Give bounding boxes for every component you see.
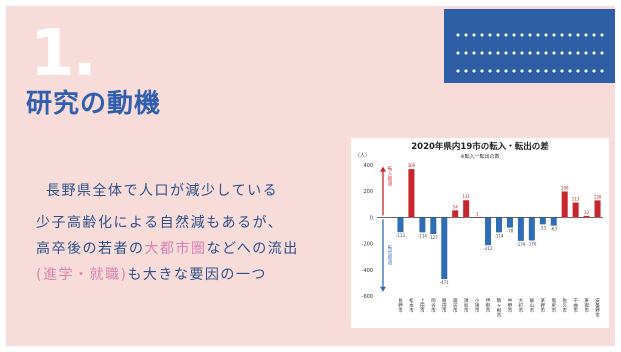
dot-row xyxy=(454,51,606,55)
bar xyxy=(561,191,568,218)
bar xyxy=(506,217,513,228)
bar xyxy=(441,217,448,280)
x-tick-label: 飯山市 xyxy=(530,297,535,314)
highlight-text: 大都市圏 xyxy=(144,241,207,257)
bar xyxy=(583,215,590,218)
bar xyxy=(430,217,437,235)
x-tick-label: 中野市 xyxy=(508,297,513,314)
data-label: 12 xyxy=(584,210,590,215)
bar xyxy=(550,217,557,226)
x-tick-label: 駒ヶ根市 xyxy=(497,297,502,319)
data-label: -113 xyxy=(396,233,406,238)
x-tick-label: 茅野市 xyxy=(541,297,546,314)
bar xyxy=(594,200,601,218)
bar xyxy=(419,217,426,233)
bar xyxy=(528,217,535,241)
negative-label: 転出超過 xyxy=(388,245,393,266)
data-label: 369 xyxy=(408,163,416,168)
y-tick-label: -600 xyxy=(362,294,373,300)
section-number: 1. xyxy=(30,17,97,91)
chart-panel: 2020年県内19市の転入・転出の差 ※転入ー転出の数 （人） 400 200 0 -200… xyxy=(351,138,609,328)
highlight-text: (進学・就職) xyxy=(36,267,128,283)
body-line-2: 少子高齢化による自然減もあるが、 xyxy=(36,215,284,231)
dot-row xyxy=(454,33,606,37)
x-tick-label: 長野市 xyxy=(398,298,403,314)
bar-chart: 2020年県内19市の転入・転出の差※転入ー転出の数 （人） 400 200 0 -200… xyxy=(355,141,603,319)
bar xyxy=(408,169,415,218)
data-label: 130 xyxy=(594,194,602,199)
body-line-4: (進学・就職)も大きな要因の一つ xyxy=(36,266,267,284)
page-title: 研究の動機 xyxy=(26,89,162,119)
body-text: も大きな要因の一つ xyxy=(127,267,267,283)
x-tick-label: 飯田市 xyxy=(442,297,447,314)
x-tick-label: 佐久市 xyxy=(562,297,567,314)
data-label: -63 xyxy=(550,227,557,232)
bar xyxy=(397,217,404,233)
slide: 1. 研究の動機 長野県全体で人口が減少している 少子高齢化による自然減もあるが… xyxy=(6,6,615,346)
bar xyxy=(463,200,470,218)
body-line-1: 長野県全体で人口が減少している xyxy=(46,183,279,199)
dot-row xyxy=(454,69,606,73)
x-tick-label: 須坂市 xyxy=(464,297,469,314)
y-tick-label: 200 xyxy=(363,189,373,195)
x-tick-label: 諏訪市 xyxy=(453,297,458,314)
data-label: 198 xyxy=(561,185,569,190)
chart-subtitle: ※転入ー転出の数 xyxy=(460,153,499,160)
data-label: -114 xyxy=(418,233,428,238)
x-tick-label: 大町市 xyxy=(519,297,524,314)
body-text: 高卒後の若者の xyxy=(36,241,145,257)
x-tick-label: 小諸市 xyxy=(475,297,480,314)
down-arrow-head xyxy=(380,286,386,292)
bar xyxy=(495,217,503,233)
positive-label: 転入超過 xyxy=(388,166,393,187)
data-label: -78 xyxy=(507,229,514,234)
body-line-3: 高卒後の若者の大都市圏などへの流出 xyxy=(36,240,299,258)
x-tick-label: 千曲市 xyxy=(573,297,578,314)
y-unit-label: （人） xyxy=(355,153,370,159)
data-label: -53 xyxy=(540,225,547,230)
x-tick-label: 塩尻市 xyxy=(551,297,556,314)
data-label: 113 xyxy=(572,197,580,202)
x-tick-label: 松本市 xyxy=(409,297,414,314)
up-arrow-head xyxy=(380,166,386,172)
y-tick-label: 400 xyxy=(363,163,373,169)
chart-title: 2020年県内19市の転入・転出の差 xyxy=(411,141,549,152)
data-label: -179 xyxy=(516,242,526,247)
x-tick-label: 岡谷市 xyxy=(431,298,436,314)
y-tick-label: 0 xyxy=(370,215,373,221)
y-tick-label: -200 xyxy=(362,242,373,248)
bar xyxy=(485,217,492,246)
bar xyxy=(539,217,546,225)
data-label: -471 xyxy=(440,280,450,285)
x-tick-label: 伊那市 xyxy=(486,297,491,314)
x-tick-label: 安曇野市 xyxy=(595,297,600,319)
data-label: 54 xyxy=(453,204,459,209)
x-tick-label: 東御市 xyxy=(584,297,589,314)
body-text: などへの流出 xyxy=(206,241,299,257)
decorative-dot-box xyxy=(444,9,615,83)
bar xyxy=(517,217,524,241)
bar xyxy=(452,210,459,218)
data-label: 1 xyxy=(476,211,479,216)
bar xyxy=(572,202,579,218)
data-label: -212 xyxy=(484,246,494,251)
data-label: -127 xyxy=(429,235,439,240)
data-label: 131 xyxy=(462,194,470,199)
data-label: -114 xyxy=(494,233,504,238)
y-tick-label: -400 xyxy=(362,268,373,274)
data-label: -176 xyxy=(527,241,537,246)
x-tick-label: 上田市 xyxy=(420,297,425,314)
bar xyxy=(474,217,481,218)
